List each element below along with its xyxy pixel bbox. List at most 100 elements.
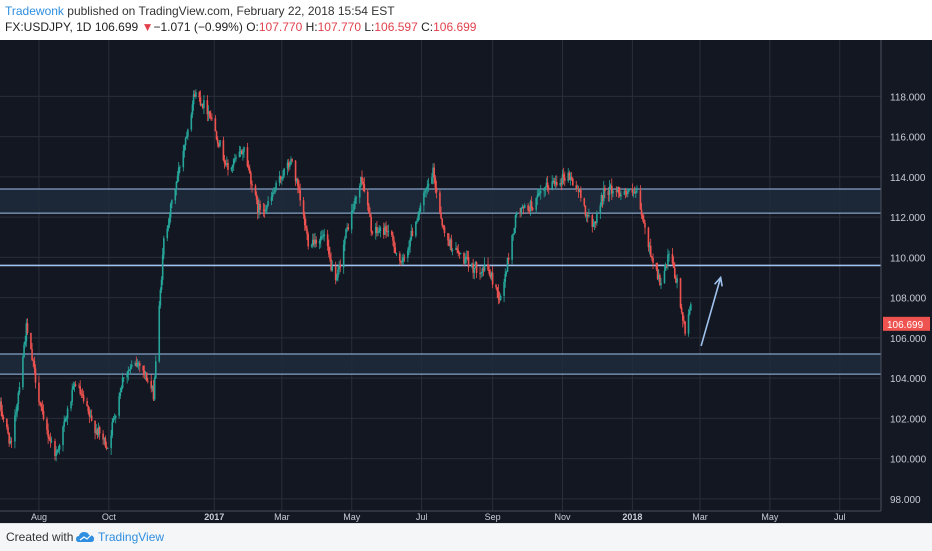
x-tick-label: 2017 — [204, 512, 224, 522]
y-tick-label: 112.000 — [890, 213, 926, 224]
x-tick-label: Jul — [834, 512, 846, 522]
candle-body — [278, 176, 281, 183]
candle-body — [274, 190, 276, 193]
candle-body — [350, 210, 353, 230]
candle-body — [392, 234, 394, 241]
candle-body — [62, 426, 64, 446]
candle-body — [41, 407, 44, 412]
candle-body — [616, 187, 619, 192]
candle-body — [464, 258, 466, 264]
candle-body — [497, 290, 500, 299]
candle-body — [431, 177, 433, 184]
author-link[interactable]: Tradewonk — [5, 4, 64, 18]
candle-body — [235, 157, 237, 159]
candle-body — [218, 143, 220, 147]
candle-body — [530, 201, 533, 208]
candle-body — [287, 162, 290, 167]
candle-body — [435, 187, 438, 193]
candle-body — [64, 418, 67, 422]
price-tag-label: 106.699 — [887, 320, 924, 331]
candle-body — [593, 221, 596, 225]
candle-body — [270, 196, 273, 202]
candle-body — [95, 429, 98, 434]
candle-body — [232, 159, 235, 165]
candle-body — [588, 215, 590, 217]
candle-body — [663, 270, 666, 284]
candle-body — [211, 118, 213, 119]
candle-body — [305, 225, 307, 229]
candle-body — [515, 212, 518, 216]
candle-body — [105, 446, 108, 449]
candle-body — [627, 191, 629, 195]
candle-body — [600, 194, 603, 206]
candle-body — [215, 131, 218, 140]
candle-body — [664, 264, 667, 271]
candle-body — [673, 267, 676, 278]
candle-body — [251, 183, 253, 186]
candle-body — [190, 114, 193, 130]
symbol-label[interactable]: FX:USDJPY, 1D — [5, 20, 92, 34]
candle-body — [505, 271, 508, 274]
change-value: −1.071 (−0.99%) — [153, 20, 243, 34]
candle-body — [394, 247, 397, 254]
candle-body — [219, 140, 221, 147]
candle-body — [347, 227, 350, 230]
candle-body — [487, 264, 489, 270]
candle-body — [191, 104, 194, 115]
candle-body — [175, 181, 178, 190]
candle-body — [410, 230, 413, 240]
candle-body — [426, 186, 429, 189]
candle-body — [488, 269, 490, 274]
candle-body — [690, 304, 692, 311]
candle-body — [150, 380, 153, 389]
candle-body — [536, 195, 539, 199]
candle-body — [103, 437, 106, 440]
tradingview-cloud-icon[interactable] — [76, 530, 96, 544]
candle-body — [418, 211, 421, 216]
candle-body — [599, 205, 602, 213]
trend-arrow-line — [700, 277, 722, 347]
candle-body — [71, 389, 73, 402]
candle-body — [89, 415, 92, 417]
candle-body — [98, 427, 101, 434]
ohlc-legend: FX:USDJPY, 1D 106.699 ▼−1.071 (−0.99%) O… — [5, 20, 476, 34]
candle-body — [448, 240, 450, 246]
time-axis[interactable] — [0, 511, 881, 523]
candle-body — [127, 370, 130, 374]
candle-body — [16, 404, 18, 413]
candle-body — [258, 203, 260, 214]
candle-body — [564, 178, 566, 181]
price-axis[interactable] — [881, 40, 932, 523]
candle-body — [623, 191, 626, 195]
candle-body — [33, 360, 36, 369]
candle-body — [615, 191, 618, 192]
candle-body — [635, 191, 637, 194]
candle-body — [271, 193, 274, 197]
candle-body — [482, 268, 485, 271]
candle-body — [337, 269, 339, 278]
candle-body — [395, 253, 398, 255]
candle-body — [631, 188, 634, 193]
candle-body — [176, 175, 179, 182]
candle-body — [344, 238, 346, 245]
candle-body — [166, 228, 169, 239]
candle-body — [580, 189, 582, 199]
candle-body — [256, 199, 259, 214]
last-price-tag: 106.699 — [883, 316, 930, 331]
candle-body — [161, 254, 164, 280]
candle-body — [481, 268, 484, 273]
candle-body — [102, 433, 104, 440]
y-axis-labels: 98.000 100.000 102.000 104.000 106.000 108.00… — [890, 92, 927, 506]
x-tick-label: Aug — [31, 512, 47, 522]
candle-body — [531, 207, 534, 210]
candle-body — [358, 186, 361, 198]
candle-body — [311, 239, 314, 246]
candle-body — [193, 94, 196, 97]
candlestick-series — [0, 89, 692, 462]
tradingview-brand[interactable]: TradingView — [98, 530, 165, 544]
candle-body — [307, 234, 309, 247]
price-chart[interactable]: 98.000 100.000 102.000 104.000 106.000 108.00… — [0, 40, 932, 523]
candle-body — [79, 386, 81, 394]
candle-body — [538, 192, 541, 194]
candle-body — [8, 433, 10, 444]
